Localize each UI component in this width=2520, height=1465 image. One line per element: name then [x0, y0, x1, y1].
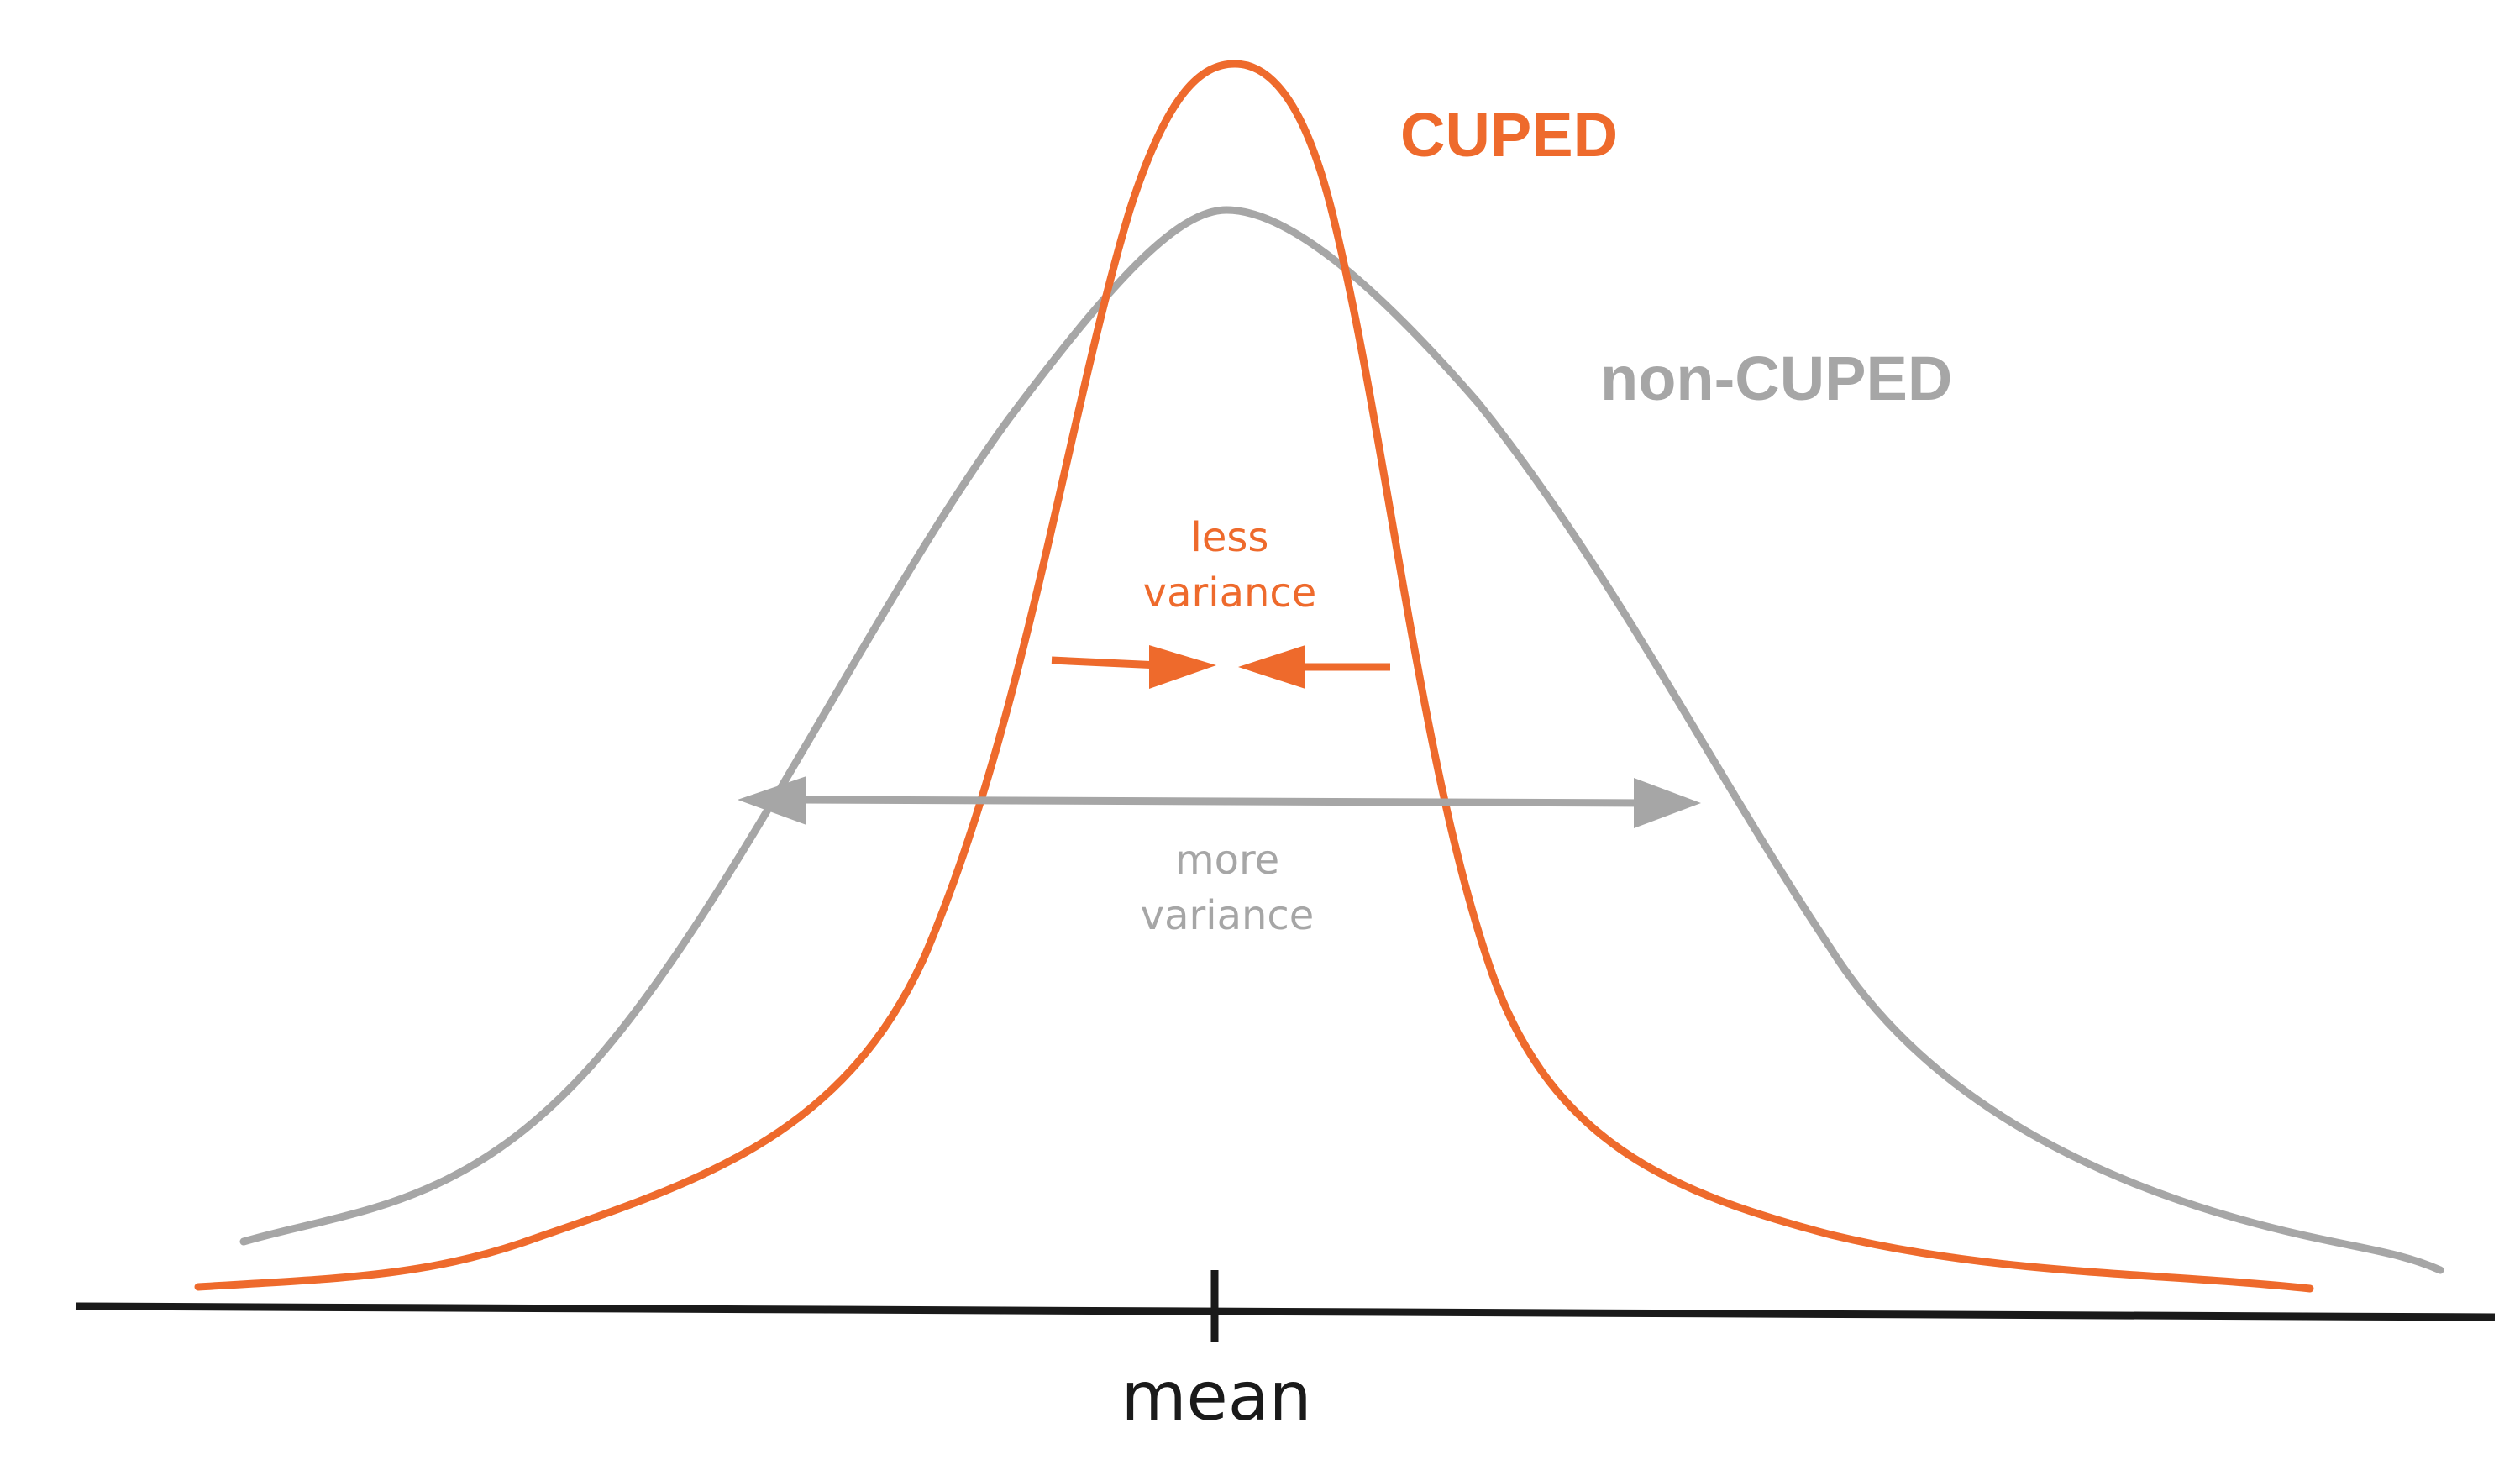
more-variance-label-line1: more: [1175, 837, 1279, 884]
x-axis-baseline: [75, 1302, 2496, 1321]
less-variance-label-line1: less: [1191, 514, 1269, 561]
cuped-distribution-curve: [194, 60, 2314, 1293]
more-variance-label-line2: variance: [1141, 892, 1315, 939]
less-variance-arrowhead-right-icon: [1149, 645, 1216, 689]
mean-label: mean: [1121, 1357, 1312, 1436]
less-variance-arrowhead-left-icon: [1238, 645, 1305, 689]
more-variance-arrowhead-left-icon: [738, 776, 806, 825]
less-variance-label-line2: variance: [1143, 570, 1317, 617]
cuped-label: CUPED: [1400, 100, 1618, 170]
more-variance-arrowhead-right-icon: [1634, 778, 1701, 828]
non-cuped-label: non-CUPED: [1600, 344, 1952, 413]
more-variance-arrow-shaft: [797, 796, 1656, 807]
less-variance-arrow-left-shaft: [1051, 656, 1160, 669]
non-cuped-distribution-curve: [239, 206, 2444, 1274]
